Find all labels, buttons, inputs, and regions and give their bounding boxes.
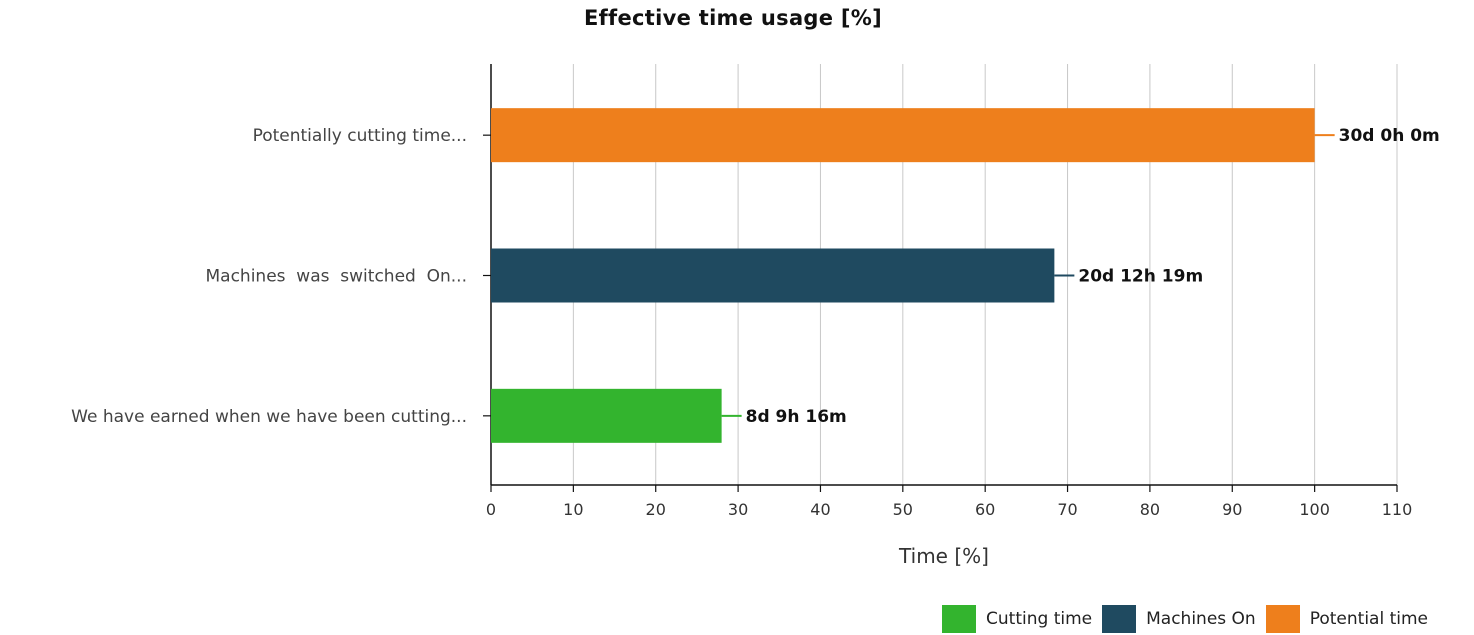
x-tick-label: 70 — [1057, 500, 1077, 519]
legend-label: Cutting time — [986, 609, 1093, 629]
bar — [491, 388, 722, 443]
category-label: Potentially cutting time... — [253, 126, 467, 146]
x-tick-label: 10 — [563, 500, 583, 519]
legend-swatch — [942, 605, 977, 633]
data-label: 20d 12h 19m — [1078, 267, 1203, 287]
x-tick-label: 0 — [486, 500, 496, 519]
x-tick-label: 80 — [1140, 500, 1160, 519]
x-tick-label: 50 — [893, 500, 913, 519]
bar-chart: 0 10 20 30 40 50 60 70 80 90 100 110 Time [%] Potenti… — [71, 64, 1440, 568]
x-tick-label: 40 — [810, 500, 830, 519]
legend-label: Potential time — [1309, 609, 1428, 629]
chart-title: Effective time usage [%] — [583, 6, 883, 30]
legend-item: Machines On — [1102, 605, 1256, 633]
x-tick-label: 90 — [1222, 500, 1242, 519]
x-tick-label: 60 — [975, 500, 995, 519]
x-axis-title: Time [%] — [898, 544, 989, 568]
x-tick-label: 110 — [1382, 500, 1413, 519]
category-label: We have earned when we have been cutting… — [71, 407, 467, 427]
legend-swatch — [1102, 605, 1137, 633]
x-tick-label: 100 — [1299, 500, 1330, 519]
x-tick-label: 30 — [728, 500, 748, 519]
bar — [491, 248, 1055, 303]
chart-legend: Cutting time Machines On Potential time — [942, 605, 1428, 633]
category-label: Machines was switched On... — [205, 267, 467, 287]
legend-item: Cutting time — [942, 605, 1092, 633]
legend-swatch — [1265, 605, 1300, 633]
data-label: 8d 9h 16m — [746, 407, 847, 427]
legend-label: Machines On — [1146, 609, 1256, 629]
x-tick-label: 20 — [646, 500, 666, 519]
data-label: 30d 0h 0m — [1339, 126, 1440, 146]
legend-item: Potential time — [1265, 605, 1428, 633]
bar — [491, 108, 1315, 163]
